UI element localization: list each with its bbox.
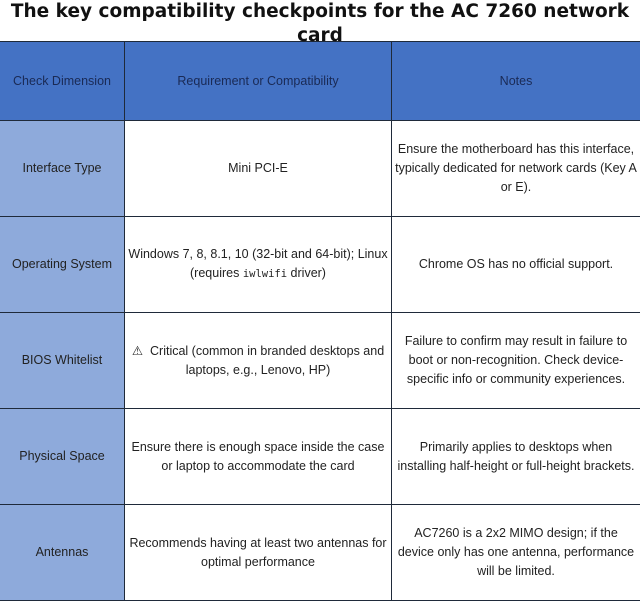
requirement-cell: Windows 7, 8, 8.1, 10 (32-bit and 64-bit… <box>124 216 392 313</box>
requirement-text: driver) <box>287 266 326 280</box>
requirement-text: Critical (common in branded desktops and… <box>150 343 385 377</box>
driver-name: iwlwifi <box>242 268 288 280</box>
notes-cell: Failure to confirm may result in failure… <box>391 312 640 409</box>
requirement-cell: ⚠ Critical (common in branded desktops a… <box>124 312 392 409</box>
warning-icon: ⚠ <box>131 343 144 358</box>
dimension-cell: Interface Type <box>0 120 125 217</box>
requirement-cell: Ensure there is enough space inside the … <box>124 408 392 505</box>
header-notes: Notes <box>391 41 640 121</box>
notes-cell: Chrome OS has no official support. <box>391 216 640 313</box>
page-title: The key compatibility checkpoints for th… <box>10 1 630 46</box>
table-row: Antennas Recommends having at least two … <box>0 504 640 601</box>
table-row: BIOS Whitelist ⚠ Critical (common in bra… <box>0 312 640 409</box>
header-check-dimension: Check Dimension <box>0 41 125 121</box>
requirement-text: Windows 7, 8, 8.1, 10 (32-bit and 64-bit… <box>128 247 388 280</box>
notes-cell: AC7260 is a 2x2 MIMO design; if the devi… <box>391 504 640 601</box>
notes-cell: Primarily applies to desktops when insta… <box>391 408 640 505</box>
requirement-cell: Mini PCI-E <box>124 120 392 217</box>
table-header-row: Check Dimension Requirement or Compatibi… <box>0 41 640 121</box>
table-row: Operating System Windows 7, 8, 8.1, 10 (… <box>0 216 640 313</box>
dimension-cell: BIOS Whitelist <box>0 312 125 409</box>
table-row: Interface Type Mini PCI-E Ensure the mot… <box>0 120 640 217</box>
dimension-cell: Operating System <box>0 216 125 313</box>
dimension-cell: Physical Space <box>0 408 125 505</box>
table-row: Physical Space Ensure there is enough sp… <box>0 408 640 505</box>
dimension-cell: Antennas <box>0 504 125 601</box>
header-requirement: Requirement or Compatibility <box>124 41 392 121</box>
compatibility-table: Check Dimension Requirement or Compatibi… <box>0 41 640 601</box>
notes-cell: Ensure the motherboard has this interfac… <box>391 120 640 217</box>
requirement-cell: Recommends having at least two antennas … <box>124 504 392 601</box>
